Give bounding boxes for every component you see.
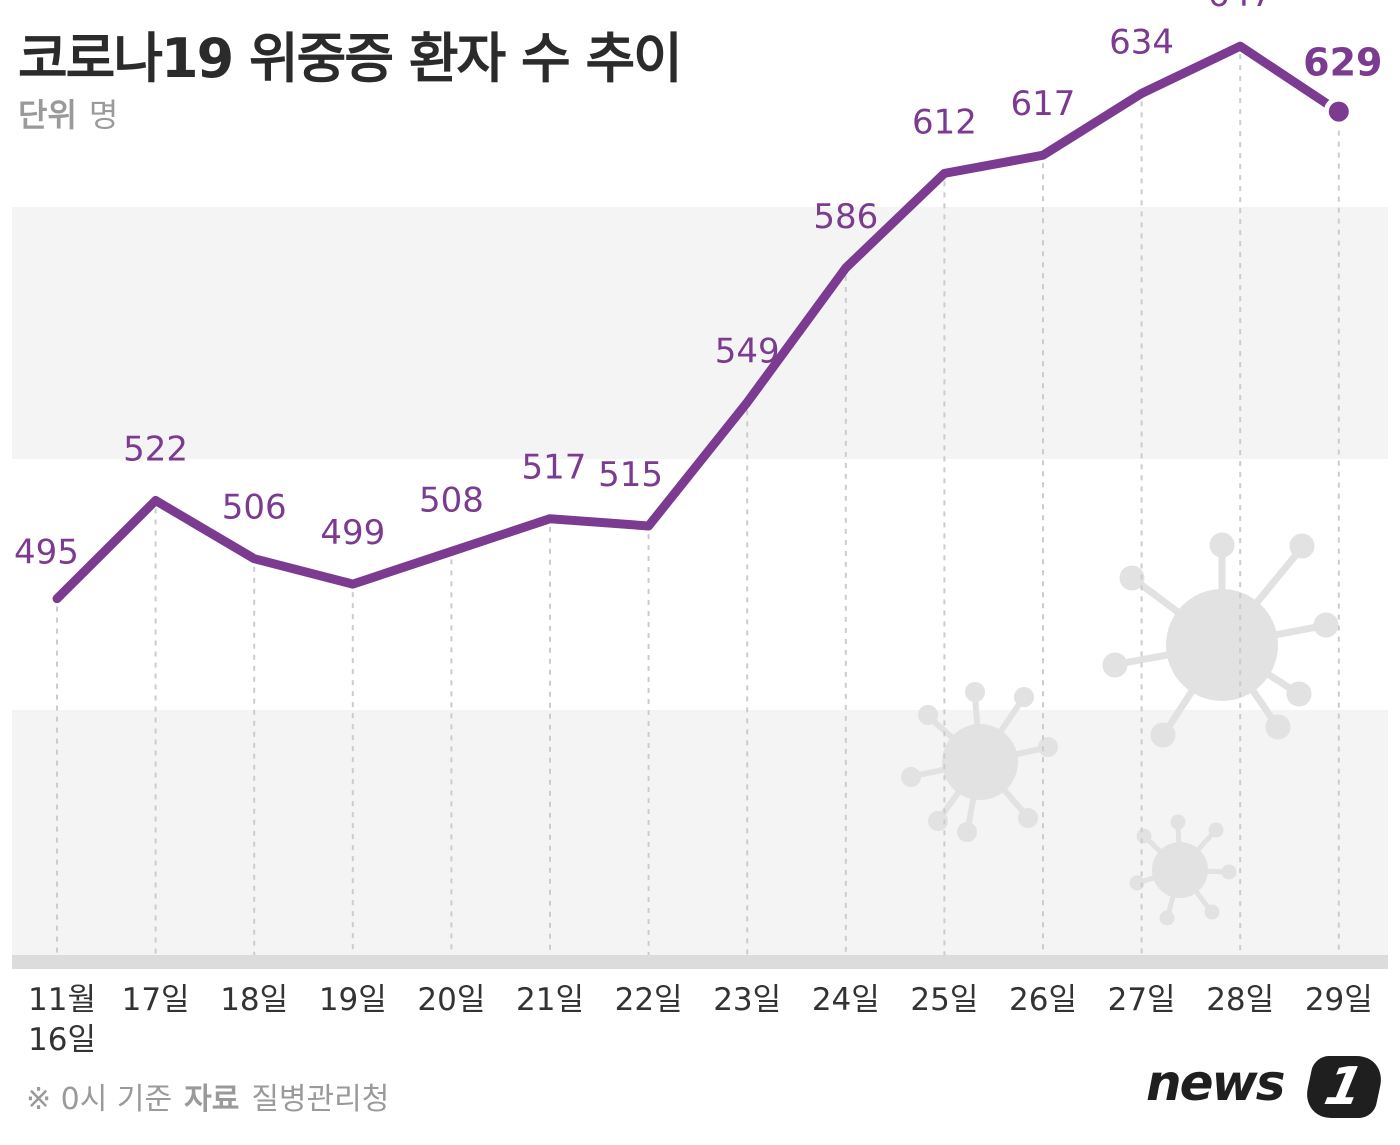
news1-logo: news 1 [1146, 1052, 1387, 1124]
unit-caption: 단위 [18, 96, 77, 134]
x-label-7: 23일 [713, 982, 781, 1018]
x-label-5: 21일 [516, 982, 584, 1018]
value-label-1: 522 [123, 430, 188, 470]
value-label-4: 508 [419, 480, 484, 520]
x-label-8: 24일 [812, 982, 880, 1018]
value-label-8: 586 [813, 197, 878, 237]
value-label-9: 612 [912, 102, 977, 142]
x-label-9: 25일 [910, 982, 978, 1018]
data-points [1323, 96, 1354, 127]
chart-title: 코로나19 위중증 환자 수 추이 [18, 27, 683, 90]
x-label-11: 27일 [1108, 982, 1176, 1018]
x-label-6: 22일 [615, 982, 683, 1018]
last-point-marker [1328, 101, 1349, 122]
value-label-0: 495 [14, 533, 79, 573]
background-band-top [12, 207, 1388, 459]
vertical-gridlines [56, 54, 1340, 955]
value-label-11: 634 [1109, 22, 1174, 62]
value-label-7: 549 [715, 331, 780, 371]
virus-decoration-small [1129, 814, 1237, 926]
footnote: ※ 0시 기준 자료 질병관리청 [26, 1074, 389, 1118]
series-line [52, 41, 1344, 604]
virus-decoration-medium [901, 682, 1058, 842]
value-label-6: 515 [598, 455, 663, 495]
x-label-12: 28일 [1206, 982, 1274, 1018]
unit-value: 명 [88, 96, 119, 134]
x-label-4: 20일 [417, 982, 485, 1018]
x-label-13: 29일 [1305, 982, 1373, 1018]
background-band-bottom [12, 710, 1388, 956]
unit-label: 단위 명 [18, 90, 118, 136]
x-label-2: 18일 [220, 982, 288, 1018]
virus-decoration-large [1102, 532, 1339, 748]
value-labels: 495 522 506 499 508 517 515 549 586 612 617 634 647 6… [14, 0, 1382, 573]
x-axis-labels: 11월 16일 17일 18일 19일 20일 21일 22일 23일 24일 25일 26일 27일 2… [28, 982, 1373, 1058]
source-label: 자료 [184, 1082, 240, 1117]
value-label-2: 506 [222, 488, 287, 528]
value-label-3: 499 [320, 513, 385, 553]
x-label-3: 19일 [319, 982, 387, 1018]
value-label-12: 647 [1208, 0, 1273, 15]
footnote-note: ※ 0시 기준 [26, 1082, 173, 1117]
x-label-10: 26일 [1009, 982, 1077, 1018]
x-label-1: 17일 [122, 982, 190, 1018]
x-axis-bar [12, 955, 1388, 969]
value-label-10: 617 [1011, 84, 1076, 124]
x-label-0: 11월 16일 [28, 982, 96, 1058]
source-name: 질병관리청 [251, 1082, 390, 1117]
logo-word: news [1146, 1054, 1285, 1112]
value-label-13: 629 [1303, 41, 1382, 85]
value-label-5: 517 [522, 448, 587, 488]
logo-badge: 1 [1301, 1056, 1387, 1118]
